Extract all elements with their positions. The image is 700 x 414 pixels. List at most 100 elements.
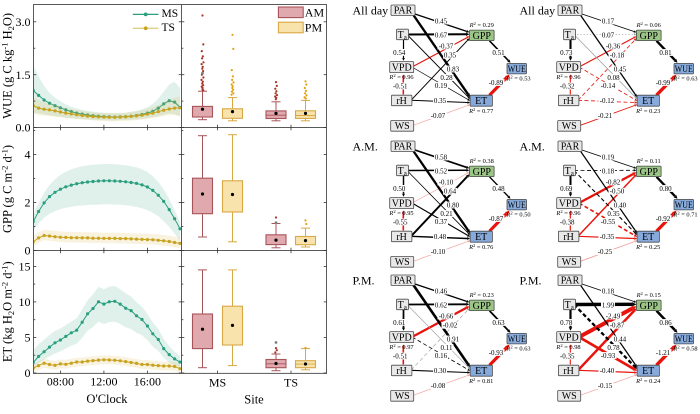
svg-text:0.52: 0.52 [435, 167, 448, 175]
svg-text:-0.50: -0.50 [610, 188, 625, 196]
svg-text:R2 = 0.96: R2 = 0.96 [555, 73, 580, 81]
svg-text:0.28: 0.28 [440, 74, 453, 82]
svg-text:0.48: 0.48 [492, 185, 505, 193]
svg-text:0.18: 0.18 [602, 167, 615, 175]
svg-text:0.35: 0.35 [444, 52, 457, 60]
svg-text:0.08: 0.08 [607, 74, 620, 82]
svg-text:All day: All day [353, 4, 389, 18]
svg-text:-0.02: -0.02 [443, 322, 458, 330]
svg-text:R2 = 0.96: R2 = 0.96 [555, 209, 580, 217]
svg-text:R2 = 0.63: R2 = 0.63 [505, 345, 530, 353]
svg-text:-0.15: -0.15 [598, 382, 613, 390]
svg-text:0.45: 0.45 [435, 17, 448, 25]
svg-text:R2 = 0.95: R2 = 0.95 [388, 209, 413, 217]
svg-text:0.86: 0.86 [659, 319, 672, 327]
svg-text:PM: PM [305, 21, 323, 35]
svg-text:R2 = 0.81: R2 = 0.81 [468, 377, 493, 385]
svg-text:0.07: 0.07 [602, 31, 615, 39]
svg-text:GPP (g C m-2 d-1): GPP (g C m-2 d-1) [0, 145, 15, 233]
svg-text:-0.93: -0.93 [601, 352, 616, 360]
svg-text:-0.89: -0.89 [489, 79, 504, 87]
svg-text:WS: WS [562, 257, 577, 268]
svg-text:GPP: GPP [640, 31, 659, 42]
svg-text:O'Clock: O'Clock [86, 392, 128, 406]
svg-text:MS: MS [209, 376, 226, 390]
svg-text:GPP: GPP [640, 301, 659, 312]
svg-text:0.19: 0.19 [435, 82, 448, 90]
svg-text:-0.51: -0.51 [393, 352, 408, 360]
svg-text:R2 = 0.53: R2 = 0.53 [505, 75, 530, 83]
svg-text:R2 = 0.96: R2 = 0.96 [388, 73, 413, 81]
svg-text:Site: Site [244, 393, 264, 407]
svg-text:0.62: 0.62 [435, 301, 448, 309]
svg-text:ET: ET [475, 232, 487, 243]
svg-text:0.67: 0.67 [435, 31, 448, 39]
svg-text:0.64: 0.64 [444, 188, 457, 196]
svg-text:PAR: PAR [394, 142, 413, 153]
svg-text:-0.51: -0.51 [393, 82, 408, 90]
svg-text:MS: MS [162, 8, 179, 20]
svg-text:0.45: 0.45 [614, 65, 627, 73]
svg-text:-0.21: -0.21 [598, 112, 613, 120]
svg-text:P.M.: P.M. [520, 274, 542, 288]
svg-text:-0.10: -0.10 [431, 248, 446, 256]
svg-text:0.80: 0.80 [659, 185, 672, 193]
svg-text:-0.55: -0.55 [601, 218, 616, 226]
svg-text:R2 = 0.06: R2 = 0.06 [636, 21, 661, 29]
svg-text:PAR: PAR [561, 6, 580, 17]
svg-text:0.81: 0.81 [659, 49, 672, 57]
svg-text:-0.14: -0.14 [601, 82, 616, 90]
svg-text:-0.07: -0.07 [431, 112, 446, 120]
svg-text:ET: ET [642, 96, 654, 107]
svg-text:0.83: 0.83 [447, 65, 460, 73]
svg-text:0.0: 0.0 [16, 121, 31, 135]
svg-text:PAR: PAR [561, 276, 580, 287]
svg-text:-0.18: -0.18 [610, 52, 625, 60]
svg-text:PAR: PAR [561, 142, 580, 153]
svg-text:ET: ET [475, 366, 487, 377]
svg-text:R2 = 0.15: R2 = 0.15 [636, 291, 661, 299]
svg-text:10: 10 [19, 295, 31, 309]
svg-text:0.18: 0.18 [602, 287, 615, 295]
svg-text:0.73: 0.73 [560, 49, 573, 57]
svg-text:0.44: 0.44 [614, 335, 627, 343]
svg-text:0.78: 0.78 [607, 344, 620, 352]
svg-text:R2 = 0.29: R2 = 0.29 [469, 21, 494, 29]
svg-text:0.48: 0.48 [434, 233, 447, 241]
svg-text:3.0: 3.0 [16, 15, 31, 29]
svg-text:R2 = 0.63: R2 = 0.63 [672, 75, 697, 83]
svg-text:0.21: 0.21 [440, 210, 453, 218]
svg-text:-0.38: -0.38 [560, 218, 575, 226]
svg-text:A.M.: A.M. [353, 140, 378, 154]
svg-text:R2 = 0.11: R2 = 0.11 [636, 157, 661, 165]
svg-text:-0.82: -0.82 [606, 178, 621, 186]
svg-text:0.40: 0.40 [614, 201, 627, 209]
svg-text:-0.87: -0.87 [610, 322, 625, 330]
svg-text:-0.12: -0.12 [600, 97, 615, 105]
svg-text:R2 = 0.71: R2 = 0.71 [672, 211, 697, 219]
svg-text:R2 = 0.58: R2 = 0.58 [672, 345, 697, 353]
svg-text:R2 = 0.77: R2 = 0.77 [468, 107, 494, 115]
svg-text:5: 5 [25, 331, 31, 345]
svg-text:R2 = 0.50: R2 = 0.50 [505, 211, 530, 219]
svg-text:12:00: 12:00 [90, 375, 117, 389]
svg-text:1.99: 1.99 [602, 301, 615, 309]
svg-text:0.61: 0.61 [393, 319, 406, 327]
svg-text:ET: ET [642, 232, 654, 243]
svg-text:-0.25: -0.25 [598, 248, 613, 256]
svg-text:0.19: 0.19 [602, 153, 615, 161]
svg-text:rH: rH [396, 232, 407, 243]
svg-text:-0.08: -0.08 [431, 382, 446, 390]
svg-text:-0.10: -0.10 [439, 178, 454, 186]
svg-text:0.69: 0.69 [560, 185, 573, 193]
svg-text:0.37: 0.37 [435, 218, 448, 226]
svg-text:WS: WS [395, 121, 410, 132]
svg-text:0.91: 0.91 [447, 335, 460, 343]
svg-text:rH: rH [563, 366, 574, 377]
svg-text:R2 = 0.38: R2 = 0.38 [469, 157, 494, 165]
svg-text:PAR: PAR [394, 276, 413, 287]
svg-text:R2 = 0.76: R2 = 0.76 [468, 243, 493, 251]
svg-text:-0.92: -0.92 [656, 215, 671, 223]
svg-text:0.50: 0.50 [393, 185, 406, 193]
svg-text:-0.35: -0.35 [600, 233, 615, 241]
